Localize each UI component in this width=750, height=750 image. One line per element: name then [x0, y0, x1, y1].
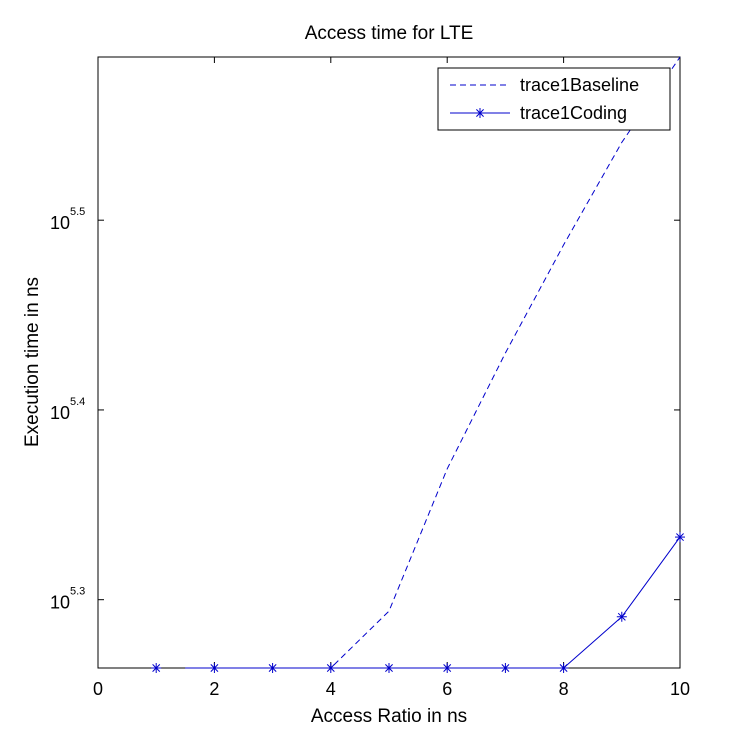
x-tick-label: 10: [670, 679, 690, 699]
y-tick-label-base: 10: [50, 593, 70, 613]
data-point-trace1Coding: [616, 611, 627, 622]
data-point-trace1Coding: [267, 663, 278, 673]
series-line-trace1Coding: [185, 536, 681, 669]
x-axis-label: Access Ratio in ns: [311, 706, 467, 727]
legend-marker-coding: [475, 108, 485, 118]
legend-label-coding: trace1Coding: [520, 103, 627, 123]
chart-title: Access time for LTE: [305, 23, 474, 44]
legend-label-baseline: trace1Baseline: [520, 75, 639, 95]
legend-box: [437, 67, 671, 131]
data-point-trace1Coding: [325, 663, 336, 673]
series-layer: [151, 56, 685, 673]
series-line-trace1Baseline: [185, 56, 681, 669]
y-tick-label-exponent: 5.3: [70, 586, 85, 598]
legend: trace1Baseline trace1Coding: [437, 67, 671, 131]
data-point-trace1Coding: [151, 663, 162, 673]
plot-area: [97, 56, 681, 669]
x-tick-label: 0: [93, 679, 103, 699]
x-tick-label: 8: [559, 679, 569, 699]
y-tick-label-base: 10: [50, 403, 70, 423]
x-tick-label: 6: [442, 679, 452, 699]
data-point-trace1Coding: [675, 532, 685, 543]
data-point-trace1Coding: [558, 663, 569, 673]
y-tick-label-exponent: 5.4: [70, 396, 85, 408]
data-point-trace1Coding: [500, 663, 511, 673]
x-tick-label: 2: [209, 679, 219, 699]
y-tick-label-base: 10: [50, 213, 70, 233]
data-point-trace1Coding: [442, 663, 453, 673]
legend-asterisk: [475, 108, 485, 118]
data-point-trace1Coding: [209, 663, 220, 673]
y-axis-label: Execution time in ns: [22, 277, 43, 447]
y-tick-label-exponent: 5.5: [70, 206, 85, 218]
data-point-trace1Coding: [384, 663, 394, 673]
x-tick-label: 4: [326, 679, 336, 699]
